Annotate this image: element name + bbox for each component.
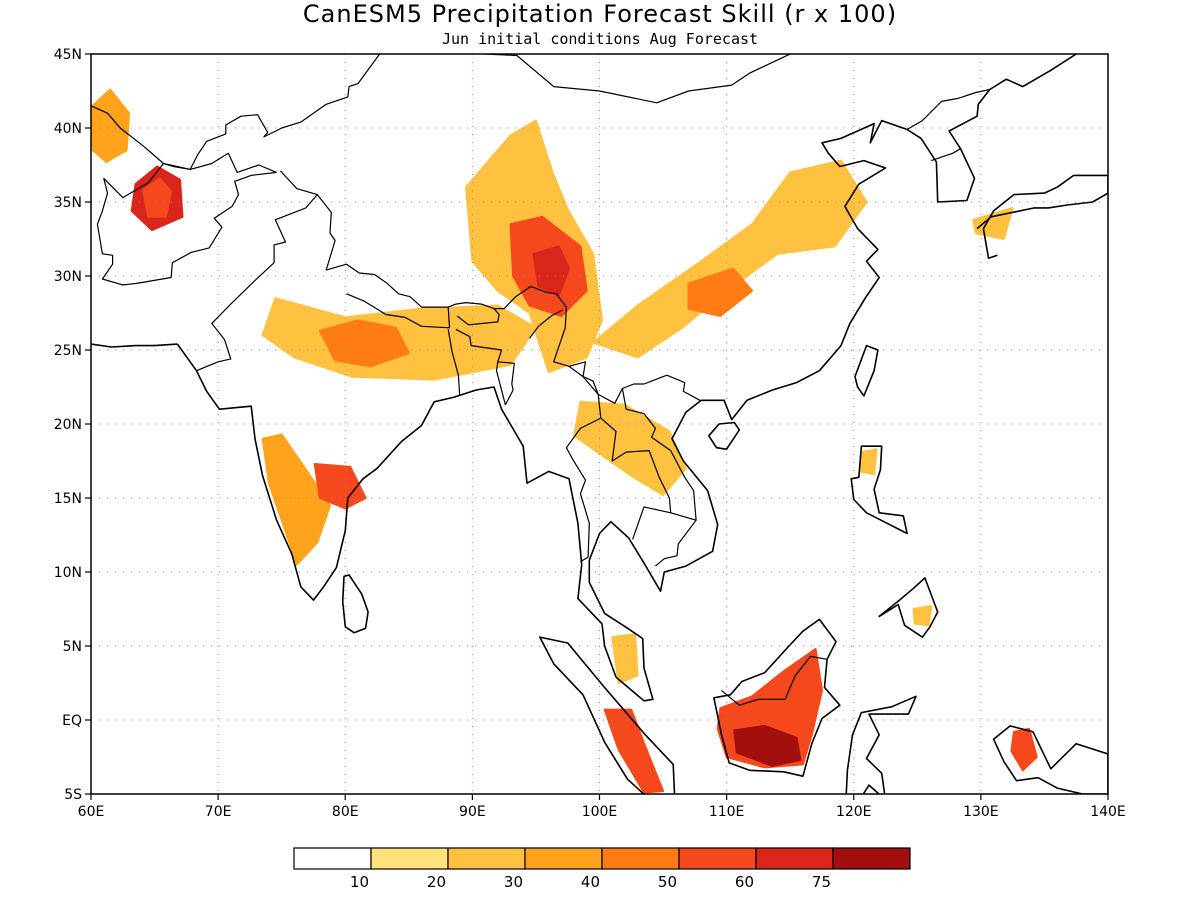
skill-region-borneo-core [733, 724, 802, 767]
coastline-sulawesi [845, 695, 917, 794]
skill-region-china-core [687, 267, 754, 317]
border-central-asia [91, 54, 381, 170]
lat-tick-label: 5N [63, 639, 82, 655]
colorbar-swatch [447, 847, 526, 870]
lat-tick-label: 20N [54, 417, 82, 433]
lat-tick-label: 45N [54, 47, 82, 63]
border-bangladesh [455, 328, 506, 405]
skill-region-new-guinea-west [1010, 727, 1038, 772]
lon-tick-label: 120E [836, 804, 872, 820]
lon-tick-label: 90E [459, 804, 486, 820]
skill-region-mindanao-spot [912, 605, 933, 627]
border-laos-vietnam [621, 388, 697, 521]
skill-region-tibet-peak [532, 245, 570, 297]
border-myanmar-east [497, 361, 515, 406]
lon-tick-label: 100E [582, 804, 618, 820]
map-subtitle: Jun initial conditions Aug Forecast [442, 30, 758, 48]
skill-region-afghanistan-mid [142, 177, 173, 218]
map-title: CanESM5 Precipitation Forecast Skill (r … [303, 0, 897, 28]
colorbar-swatch [832, 847, 911, 870]
skill-shading-layer [91, 88, 1038, 794]
lat-tick-label: 5S [64, 787, 82, 803]
border-cambodia-vietnam [655, 519, 697, 567]
colorbar: 10 20 30 40 50 60 75 [293, 847, 911, 891]
coastline-borneo [713, 618, 841, 777]
border-pakistan-india [196, 170, 318, 372]
border-china-mongolia [484, 54, 791, 104]
coastline-kyushu-shikoku [976, 174, 1108, 259]
lat-tick-label: 40N [54, 121, 82, 137]
lat-tick-label: 10N [54, 565, 82, 581]
map-area [90, 53, 1109, 795]
skill-region-sumatra-south [603, 708, 665, 794]
border-bangladesh-west [447, 329, 461, 396]
colorbar-swatch [370, 847, 449, 870]
skill-region-andhra-core [313, 463, 367, 510]
colorbar-swatch [524, 847, 603, 870]
border-myanmar-india [529, 309, 563, 339]
border-myanmar-thai [565, 365, 602, 563]
coastline-layer [91, 54, 1108, 794]
lat-tick-label: EQ [62, 713, 82, 729]
colorbar-swatch [601, 847, 680, 870]
coastline-hainan [708, 421, 741, 450]
lon-tick-label: 60E [78, 804, 105, 820]
lon-tick-label: 80E [332, 804, 359, 820]
skill-region-luzon-spot [859, 448, 878, 476]
skill-region-iran-band [91, 88, 131, 163]
skill-region-india-west-coast [261, 433, 331, 566]
colorbar-label: 40 [581, 873, 600, 891]
lon-tick-label: 140E [1090, 804, 1126, 820]
colorbar-label: 60 [735, 873, 754, 891]
border-iran-afghan [96, 171, 277, 286]
coastline-taiwan [854, 344, 879, 397]
coastline-sumatra [539, 636, 676, 794]
border-layer [91, 54, 990, 706]
skill-region-indochina-band [573, 400, 687, 496]
lat-tick-label: 25N [54, 343, 82, 359]
colorbar-label: 10 [350, 873, 369, 891]
gridlines [91, 54, 1108, 794]
colorbar-swatch [755, 847, 834, 870]
lon-tick-label: 110E [709, 804, 745, 820]
lon-tick-label: 130E [963, 804, 999, 820]
coastline-new-guinea [992, 725, 1108, 794]
coastline-arabian-coast [91, 343, 178, 348]
lat-tick-label: 30N [54, 269, 82, 285]
colorbar-label: 50 [658, 873, 677, 891]
coastline-sri-lanka [341, 574, 369, 634]
lon-tick-label: 70E [205, 804, 232, 820]
colorbar-label: 30 [504, 873, 523, 891]
longitude-axis: 60E 70E 80E 90E 100E 110E 120E 130E 140E [78, 794, 1126, 820]
latitude-axis: 45N 40N 35N 30N 25N 20N 15N 10N 5N EQ 5S [54, 47, 91, 803]
coastline-mindanao [878, 577, 939, 638]
border-china-korea [906, 88, 990, 131]
colorbar-swatch [678, 847, 757, 870]
border-afghan-north [103, 152, 277, 199]
border-nepal-south [346, 293, 451, 329]
border-laos-thailand [600, 417, 672, 540]
skill-region-china-band [592, 159, 868, 359]
border-bhutan-bengal [456, 308, 500, 326]
coastline-luzon [850, 445, 908, 535]
colorbar-label: 75 [812, 873, 831, 891]
coastline-india-coast [176, 54, 1077, 702]
lat-tick-label: 35N [54, 195, 82, 211]
border-malaysia-borneo [721, 655, 828, 706]
border-korea-dmz [931, 148, 961, 162]
skill-region-malaya-spot [611, 633, 639, 684]
lat-tick-label: 15N [54, 491, 82, 507]
colorbar-swatch [293, 847, 372, 870]
skill-region-ganges-core [318, 319, 410, 368]
colorbar-label: 20 [427, 873, 446, 891]
border-himalaya-north [316, 194, 701, 404]
